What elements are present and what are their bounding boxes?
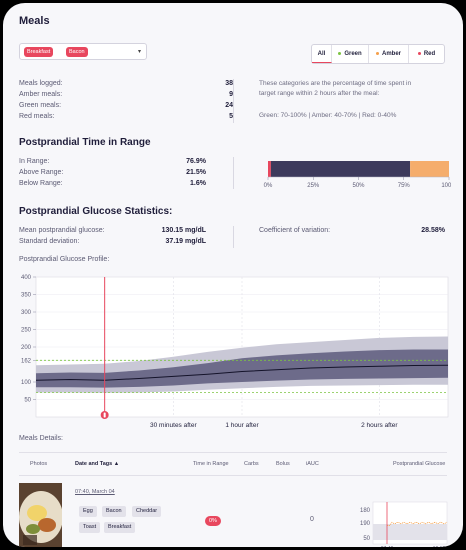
y-tick-label: 400 [21, 275, 32, 281]
mini-y-tick-label: 50 [363, 536, 370, 542]
tir-stacked-bar: 0% 25% 50% 75% 100% [264, 161, 451, 189]
category-segmented-control: All Green Amber Red [311, 44, 445, 64]
in-range-value: 76.9% [186, 158, 206, 165]
tir-tick-label: 0% [264, 183, 273, 189]
meal-date-link[interactable]: 07:40, March 04 [75, 489, 115, 495]
sd-value: 37.19 mg/dL [165, 238, 206, 245]
meals-logged-label: Meals logged: [19, 80, 63, 87]
x-axis-label: 2 hours after [361, 422, 398, 429]
mini-y-tick-label: 180 [360, 508, 371, 514]
cv-label: Coefficient of variation: [259, 227, 331, 234]
y-tick-label: 200 [21, 345, 32, 351]
details-title: Meals Details: [19, 435, 63, 442]
sd-label: Standard deviation: [19, 238, 80, 245]
mini-x-tick-label: 10:10 [433, 546, 446, 547]
cv-value: 28.58% [421, 227, 445, 234]
meal-photo[interactable] [19, 483, 62, 547]
divider [19, 452, 447, 453]
tag-filter-select[interactable]: Breakfast Bacon ▾ [19, 43, 147, 60]
iauc-value: 0 [310, 516, 314, 523]
y-tick-label: 350 [21, 293, 32, 299]
above-range-value: 21.5% [186, 169, 206, 176]
amber-meals-label: Amber meals: [19, 91, 63, 98]
col-date-tags[interactable]: Date and Tags ▲ [75, 461, 120, 467]
tir-bar-below [268, 161, 271, 177]
tir-bar-above [410, 161, 449, 177]
glucose-profile-chart: 400 350 300 250 200 162 100 50 30 minutes after 1… [21, 275, 449, 429]
range-legend: Green: 70-100% | Amber: 40-70% | Red: 0-… [259, 112, 397, 119]
meal-marker-glyph [103, 412, 106, 418]
segment-green[interactable]: Green [332, 45, 369, 63]
mean-glucose-value: 130.15 mg/dL [161, 227, 206, 234]
amber-dot-icon [375, 51, 379, 55]
x-axis-label: 1 hour after [225, 422, 259, 429]
meal-tag-bacon[interactable]: Bacon [102, 506, 126, 517]
amber-meals-value: 9 [229, 91, 233, 98]
meal-tag-breakfast[interactable]: Breakfast [104, 522, 136, 533]
y-tick-label: 100 [21, 380, 32, 386]
tag-chip-bacon[interactable]: Bacon [66, 47, 88, 57]
chevron-down-icon[interactable]: ▾ [137, 49, 141, 55]
sort-asc-icon: ▲ [113, 461, 120, 467]
mini-glucose-chart: 180 190 50 07:40 10:10 [360, 501, 448, 547]
mini-glucose-line [386, 521, 448, 527]
x-axis-label: 30 minutes after [150, 422, 197, 429]
meal-tag-cheddar[interactable]: Cheddar [132, 506, 162, 517]
tir-tick-label: 100% [441, 183, 451, 189]
meals-page: Meals Breakfast Bacon ▾ All Green Amber … [3, 3, 463, 547]
tir-badge: 0% [205, 516, 221, 526]
divider [233, 157, 234, 189]
mean-glucose-label: Mean postprandial glucose: [19, 227, 105, 234]
page-title: Meals [19, 15, 50, 27]
y-tick-label: 162 [21, 358, 32, 364]
segment-all[interactable]: All [312, 45, 332, 63]
divider [233, 79, 234, 123]
meals-logged-value: 38 [225, 80, 233, 87]
tir-tick-label: 25% [307, 183, 320, 189]
col-iauc: iAUC [306, 461, 319, 467]
stats-title: Postprandial Glucose Statistics: [19, 206, 173, 217]
red-dot-icon [417, 51, 421, 55]
col-carbs: Carbs [244, 461, 259, 467]
y-tick-label: 300 [21, 310, 32, 316]
green-dot-icon [338, 51, 342, 55]
col-time-in-range: Time in Range [193, 461, 229, 467]
y-tick-label: 50 [24, 398, 31, 404]
info-text-line1: These categories are the percentage of t… [259, 80, 412, 87]
in-range-label: In Range: [19, 158, 50, 165]
green-meals-label: Green meals: [19, 102, 62, 109]
divider [19, 475, 447, 476]
tag-chip-breakfast[interactable]: Breakfast [24, 47, 54, 57]
green-meals-value: 24 [225, 102, 233, 109]
mini-y-tick-label: 190 [360, 521, 371, 527]
red-meals-label: Red meals: [19, 113, 55, 120]
meal-tag-egg[interactable]: Egg [79, 506, 97, 517]
red-meals-value: 5 [229, 113, 233, 120]
segment-amber[interactable]: Amber [369, 45, 409, 63]
divider [233, 226, 234, 248]
chart-title: Postprandial Glucose Profile: [19, 256, 110, 263]
below-range-value: 1.6% [190, 180, 206, 187]
info-text-line2: target range within 2 hours after the me… [259, 90, 380, 97]
col-postprandial-glucose: Postprandial Glucose [393, 461, 446, 467]
below-range-label: Below Range: [19, 180, 63, 187]
above-range-label: Above Range: [19, 169, 64, 176]
tir-title: Postprandial Time in Range [19, 137, 151, 148]
mini-x-tick-label: 07:40 [381, 546, 394, 547]
tir-tick-label: 75% [398, 183, 411, 189]
col-bolus: Bolus [276, 461, 290, 467]
tir-bar-in-range [270, 161, 411, 177]
segment-red[interactable]: Red [409, 45, 444, 63]
col-photos: Photos [30, 461, 48, 467]
tir-tick-label: 50% [352, 183, 365, 189]
meal-tag-toast[interactable]: Toast [79, 522, 101, 533]
y-tick-label: 250 [21, 328, 32, 334]
mini-target-band [373, 524, 447, 540]
